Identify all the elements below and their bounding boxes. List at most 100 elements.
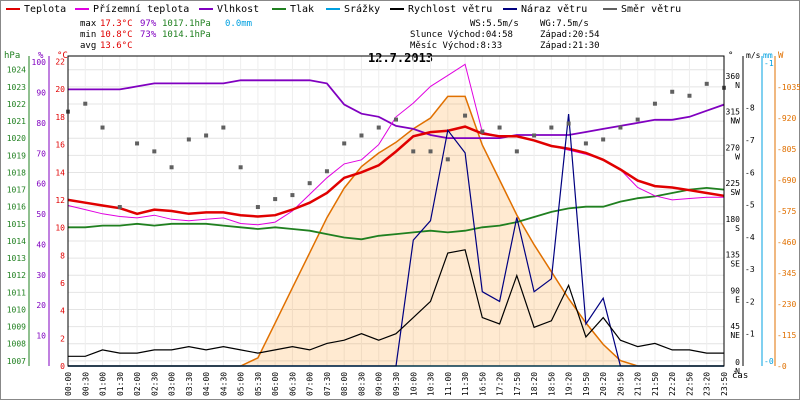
x-tick-label: 04:00 (202, 372, 211, 396)
solar-ticks: -0 -115 -230 -345 -460 -575 -690 -805 -920 -1035 (777, 83, 800, 371)
rain-tick-label: -1 (764, 59, 774, 68)
legend-label-teplota: Teplota (24, 4, 66, 15)
stat-avg-temp: 13.6°C (100, 41, 133, 51)
pressure-tick-label: 1017 (7, 186, 26, 195)
x-tick-label: 07:30 (323, 372, 332, 396)
x-tick-label: 03:30 (185, 372, 194, 396)
wind-direction-point (290, 193, 295, 198)
wind-tick-label: -8 (745, 104, 755, 113)
info-moon-set: Západ:21:30 (540, 41, 600, 51)
axis-unit-wm2: W (778, 51, 784, 61)
direction-tick-degree: 270 (726, 143, 741, 152)
humidity-tick-label: 10 (36, 332, 46, 341)
x-tick-label: 18:20 (530, 372, 539, 396)
temp-ticks: 0 2 4 6 8 10 12 14 16 18 20 22 (55, 58, 65, 371)
wind-direction-point (255, 205, 260, 210)
axis-unit-ms: m/s (746, 51, 761, 60)
humidity-tick-label: 90 (36, 88, 46, 97)
x-tick-label: 21:50 (651, 372, 660, 396)
x-tick-label: 20:50 (616, 372, 625, 396)
humidity-tick-label: 80 (36, 119, 46, 128)
direction-tick-compass: E (735, 295, 740, 304)
x-tick-label: 17:50 (513, 372, 522, 396)
wind-direction-point (204, 133, 209, 138)
pressure-tick-label: 1014 (7, 237, 26, 246)
x-tick-label: 08:00 (340, 372, 349, 396)
direction-tick-degree: 315 (726, 108, 741, 117)
wind-tick-label: -3 (745, 265, 755, 274)
solar-tick-label: -575 (777, 207, 796, 216)
wind-direction-point (601, 137, 606, 142)
x-tick-label: 00:00 (64, 372, 73, 396)
wind-direction-point (583, 141, 588, 146)
temp-tick-label: 4 (60, 307, 65, 316)
wind-direction-point (135, 141, 140, 146)
temp-tick-label: 6 (60, 279, 65, 288)
chart-date: 12.7.2013 (368, 51, 433, 65)
info-moon: Měsíc Východ:8:33 (410, 41, 502, 51)
x-tick-label: 09:30 (392, 372, 401, 396)
direction-tick-degree: 225 (726, 179, 741, 188)
direction-tick-compass: W (735, 152, 740, 161)
wind-direction-point (221, 125, 226, 130)
temp-tick-label: 14 (55, 168, 65, 177)
series-vlhkost (68, 79, 725, 140)
humidity-tick-label: 70 (36, 149, 46, 158)
x-tick-label: 19:20 (565, 372, 574, 396)
legend-label-prizemni: Přízemní teplota (93, 3, 189, 15)
wind-direction-point (117, 205, 122, 210)
solar-tick-label: -460 (777, 238, 796, 247)
wind-direction-point (169, 165, 174, 170)
wind-direction-point (480, 129, 485, 134)
pressure-tick-label: 1023 (7, 83, 26, 92)
axis-unit-pct: % (38, 51, 44, 61)
series-rychlost-vetru (68, 249, 724, 357)
x-tick-label: 06:00 (271, 372, 280, 396)
temp-tick-label: 12 (55, 196, 65, 205)
humidity-tick-label: 100 (32, 58, 47, 67)
stats-block: max 17.3°C 97% 1017.1hPa 0.0mm min 10.8°… (80, 19, 252, 51)
x-tick-label: 01:30 (116, 372, 125, 396)
x-tick-label: 23:50 (720, 372, 729, 396)
series-tlak (68, 186, 725, 241)
wind-direction-point (635, 117, 640, 122)
wind-direction-point (238, 165, 243, 170)
humidity-tick-label: 30 (36, 271, 46, 280)
temp-tick-label: 22 (55, 58, 65, 67)
x-tick-label: 02:00 (133, 372, 142, 396)
wind-tick-label: -7 (745, 136, 755, 145)
legend-label-rychlost: Rychlost větru (408, 3, 492, 15)
humidity-ticks: 10 20 30 40 50 60 70 80 90 100 (32, 58, 47, 341)
wind-direction-point (652, 101, 657, 106)
legend-label-naraz: Náraz větru (521, 3, 587, 15)
wind-tick-label: -5 (745, 201, 755, 210)
info-block: WS:5.5m/s WG:7.5m/s Slunce Východ:04:58 … (410, 19, 600, 51)
direction-tick-degree: 180 (726, 215, 741, 224)
wind-direction-point (324, 169, 329, 174)
stat-max-hum: 97% (140, 19, 157, 29)
pressure-tick-label: 1019 (7, 151, 26, 160)
direction-tick-compass: SE (730, 260, 740, 269)
humidity-tick-label: 50 (36, 210, 46, 219)
direction-tick-degree: 360 (726, 72, 741, 81)
wind-direction-point (687, 93, 692, 98)
x-tick-label: 01:00 (99, 372, 108, 396)
temp-tick-label: 20 (55, 85, 65, 94)
x-tick-label: 08:30 (357, 372, 366, 396)
axis-unit-mm: mm (763, 51, 773, 60)
x-tick-label: 11:30 (461, 372, 470, 396)
wind-ticks: -1 -2 -3 -4 -5 -6 -7 -8 (745, 104, 755, 339)
stat-max-press: 1017.1hPa (162, 19, 211, 29)
direction-tick-degree: 0 (735, 358, 740, 367)
info-wg: WG:7.5m/s (540, 19, 589, 29)
temp-tick-label: 2 (60, 334, 65, 343)
pressure-tick-label: 1024 (7, 66, 26, 75)
pressure-tick-label: 1020 (7, 134, 26, 143)
x-tick-label: 07:00 (306, 372, 315, 396)
x-tick-label: 16:50 (478, 372, 487, 396)
wind-direction-point (411, 149, 416, 154)
solar-tick-label: -805 (777, 145, 796, 154)
direction-tick-compass: SW (730, 188, 740, 197)
x-tick-label: 02:30 (150, 372, 159, 396)
solar-tick-label: -920 (777, 114, 796, 123)
